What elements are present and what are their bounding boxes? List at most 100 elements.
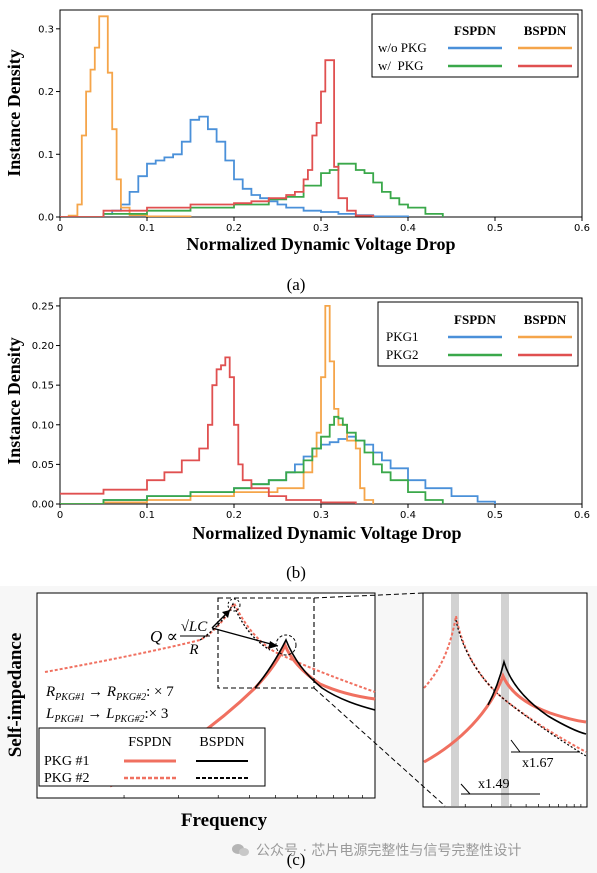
r-ratio-annotation: RPKG#1 → RPKG#2: × 7 LPKG#1 → LPKG#2:× 3	[45, 684, 174, 725]
l-ratio-factor: :× 3	[144, 706, 168, 722]
q-formula-numerator: √LC	[181, 619, 209, 635]
chart-c-zoom-curves	[423, 615, 587, 764]
chart-c-panel-label: (c)	[287, 850, 306, 869]
chart-a-xtick-label: 0.6	[574, 223, 590, 234]
chart-b-panel-label: (b)	[286, 563, 306, 582]
callout-167-arrow	[510, 739, 521, 753]
chart-b-ytick-label: 0.15	[32, 381, 54, 392]
q-arrow-2-head	[268, 641, 278, 649]
wechat-icon	[232, 843, 250, 857]
chart-c-legend-col-fspdn: FSPDN	[128, 735, 172, 750]
chart-b-ytick-label: 0.25	[32, 301, 54, 312]
chart-b-series-3	[60, 415, 444, 504]
l-ratio-text: LPKG#1 → LPKG#2:× 3	[45, 706, 168, 725]
chart-c: Q ∝ √LC R RPKG#1 → RPKG#2: × 7 LPKG#1 → LP…	[0, 586, 597, 873]
q-formula-lhs: Q ∝	[150, 627, 178, 646]
chart-a-xtick-label: 0.2	[226, 223, 242, 234]
zoom-callouts: x1.67 x1.49	[460, 739, 580, 795]
chart-a: 0 0.1 0.2 0.3 0.4 0.5 0.6 0.0 0.1 0.2 0.3 Instanc…	[4, 9, 590, 294]
chart-b-legend: FSPDN BSPDN PKG1 PKG2	[377, 301, 579, 367]
chart-a-series-2	[60, 15, 192, 217]
chart-b-series-2	[60, 305, 375, 504]
curve-bspdn-pkg2-main	[199, 602, 271, 651]
chart-b: 0 0.1 0.2 0.3 0.4 0.5 0.6 0.00 0.05 0.10 0.15 0.20…	[4, 297, 590, 582]
chart-a-ytick-label: 0.0	[38, 213, 54, 224]
l-ratio-arrow: → L	[87, 706, 114, 722]
callout-167-label: x1.67	[522, 756, 554, 771]
r-ratio-sub2: PKG#2	[115, 692, 146, 703]
chart-a-panel-label: (a)	[287, 275, 306, 294]
chart-b-xtick-label: 0.6	[574, 510, 590, 521]
l-ratio-l1: L	[45, 706, 54, 722]
curve-fspdn-pkg2-main	[44, 600, 376, 693]
chart-c-legend-row-2: PKG #2	[44, 771, 90, 786]
chart-a-xtick-label: 0.5	[487, 223, 503, 234]
chart-a-legend: FSPDN BSPDN w/o PKG w/ PKG	[371, 13, 579, 78]
chart-b-ylabel: Instance Density	[4, 337, 24, 465]
chart-c-legend-col-bspdn: BSPDN	[199, 735, 244, 750]
chart-b-xtick-label: 0.4	[400, 510, 416, 521]
chart-a-ytick-label: 0.3	[38, 24, 54, 35]
q-arrow-1-head	[222, 610, 230, 618]
chart-b-legend-row-1: PKG1	[386, 329, 419, 344]
chart-b-xtick-label: 0.2	[226, 510, 242, 521]
curve-fspdn-pkg2-zoom	[423, 615, 587, 753]
zoom-connector-bottom	[313, 687, 446, 807]
chart-a-xtick-label: 0.3	[313, 223, 329, 234]
chart-b-legend-row-2: PKG2	[386, 347, 419, 362]
chart-b-ytick-label: 0.00	[32, 500, 54, 511]
chart-c-legend: FSPDN BSPDN PKG #1 PKG #2	[38, 727, 266, 787]
zoom-connector-top	[313, 592, 424, 599]
curve-bspdn-pkg1-zoom	[487, 658, 587, 735]
chart-b-xtick-label: 0.1	[139, 510, 155, 521]
chart-b-ytick-label: 0.10	[32, 420, 54, 431]
chart-a-xtick-label: 0.4	[400, 223, 416, 234]
chart-a-series-1	[60, 115, 409, 217]
callout-149-label: x1.49	[478, 777, 510, 792]
chart-b-xtick-label: 0.5	[487, 510, 503, 521]
curve-fspdn-pkg1-zoom	[423, 671, 587, 764]
peak-circle-pkg2	[227, 598, 241, 612]
r-ratio-sub1: PKG#1	[54, 692, 85, 703]
chart-b-xtick-label: 0.3	[313, 510, 329, 521]
r-ratio-r1: R	[45, 684, 55, 700]
chart-a-legend-col-fspdn: FSPDN	[454, 23, 497, 38]
chart-b-ytick-label: 0.05	[32, 460, 54, 471]
l-ratio-sub1: PKG#1	[53, 714, 84, 725]
chart-a-xlabel: Normalized Dynamic Voltage Drop	[186, 234, 455, 254]
chart-b-xtick-label: 0	[57, 510, 63, 521]
chart-a-ytick-label: 0.1	[38, 150, 54, 161]
curve-bspdn-pkg2-zoom	[455, 619, 587, 757]
zoom-region-box	[217, 597, 315, 689]
watermark-text: 公众号 · 芯片电源完整性与信号完整性设计	[256, 843, 522, 859]
chart-a-legend-col-bspdn: BSPDN	[524, 23, 567, 38]
chart-a-xtick-label: 0.1	[139, 223, 155, 234]
r-ratio-arrow: → R	[88, 684, 116, 700]
chart-b-ytick-label: 0.20	[32, 341, 54, 352]
l-ratio-sub2: PKG#2	[113, 714, 144, 725]
chart-a-ytick-label: 0.2	[38, 87, 54, 98]
chart-c-legend-box	[38, 727, 266, 787]
chart-a-legend-row-2: w/ PKG	[378, 58, 424, 73]
zoom-band-1	[451, 594, 459, 806]
chart-a-ylabel: Instance Density	[4, 49, 24, 177]
chart-a-legend-row-1: w/o PKG	[378, 40, 427, 55]
zoom-band-2	[501, 594, 509, 806]
chart-a-series-4	[60, 59, 375, 217]
callout-149-arrow	[460, 783, 471, 795]
chart-c-ylabel: Self-impedance	[5, 633, 26, 758]
q-arrow-2	[211, 627, 279, 647]
r-ratio-text: RPKG#1 → RPKG#2: × 7	[45, 684, 174, 703]
curve-bspdn-pkg1-main	[254, 638, 376, 711]
r-ratio-factor: : × 7	[146, 684, 174, 700]
chart-b-series-4	[60, 356, 357, 504]
chart-a-xtick-label: 0	[57, 223, 63, 234]
chart-b-legend-col-bspdn: BSPDN	[524, 312, 567, 327]
chart-b-xlabel: Normalized Dynamic Voltage Drop	[192, 523, 461, 543]
chart-b-legend-col-fspdn: FSPDN	[454, 312, 497, 327]
watermark: 公众号 · 芯片电源完整性与信号完整性设计	[232, 838, 592, 862]
chart-b-series-1	[60, 435, 496, 504]
q-formula-denominator: R	[188, 642, 198, 658]
chart-c-legend-row-1: PKG #1	[44, 754, 90, 769]
